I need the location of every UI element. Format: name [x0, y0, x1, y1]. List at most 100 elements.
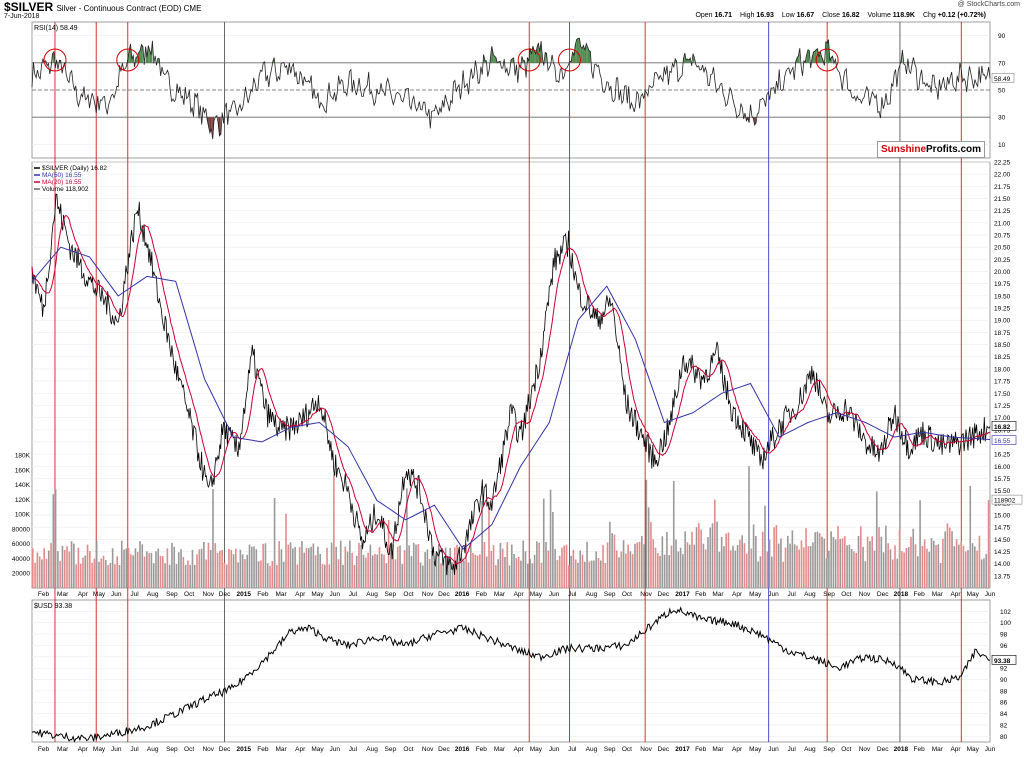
volume-bar: [741, 535, 743, 588]
volume-bar: [219, 550, 221, 588]
x-tick-label: Aug: [147, 591, 159, 598]
volume-bar: [659, 555, 661, 588]
volume-bar: [481, 500, 483, 588]
volume-bar: [333, 474, 335, 588]
x-tick-label-bottom: Oct: [841, 746, 851, 753]
volume-bar: [73, 543, 75, 588]
x-tick-label: Apr: [78, 591, 89, 598]
x-tick-label: Mar: [275, 591, 287, 598]
x-tick-label-bottom: Aug: [586, 746, 598, 753]
volume-bar: [782, 561, 785, 588]
volume-bar: [677, 551, 680, 588]
volume-bar: [57, 551, 59, 588]
volume-bar: [917, 556, 919, 588]
volume-bar: [339, 540, 342, 588]
volume-bar: [570, 555, 572, 588]
rsi-overbought-fill: [538, 42, 540, 63]
x-tick-label-bottom: Jun: [329, 746, 340, 753]
rsi-overbought-fill: [813, 51, 815, 63]
volume-bar: [305, 548, 308, 588]
volume-bar: [125, 548, 128, 588]
high-label: High: [740, 12, 755, 19]
volume-bar: [93, 558, 96, 588]
volume-bar: [34, 562, 36, 588]
price-tick-label: 16.25: [994, 452, 1011, 459]
volume-bar: [168, 564, 171, 588]
volume-bar: [282, 561, 285, 588]
volume-bar: [650, 521, 652, 588]
volume-tick-label: 20000: [12, 571, 30, 578]
x-tick-label: Apr: [295, 591, 306, 598]
volume-bar: [132, 555, 134, 588]
price-tick-label: 18.25: [994, 354, 1011, 361]
volume-bar: [358, 542, 360, 588]
x-tick-label: Jun: [329, 591, 340, 598]
volume-bar: [38, 556, 41, 588]
volume-bar: [672, 480, 675, 588]
volume-bar: [419, 562, 422, 588]
volume-bar: [335, 546, 337, 588]
usd-last-value: 93.38: [994, 658, 1011, 665]
volume-bar: [586, 541, 588, 588]
volume-bar: [960, 541, 962, 588]
x-tick-label: Apr: [732, 591, 743, 598]
x-tick-label: 2017: [675, 591, 690, 598]
volume-bar: [506, 542, 509, 588]
volume-bar: [914, 544, 917, 588]
x-tick-label-bottom: Sep: [604, 746, 616, 753]
volume-bar: [198, 549, 201, 588]
volume-bar: [606, 542, 609, 588]
x-tick-label: Oct: [403, 591, 413, 598]
volume-bar: [615, 550, 618, 588]
volume-bar: [490, 550, 493, 588]
volume-bar: [285, 513, 287, 588]
volume-bar: [253, 546, 255, 588]
x-tick-label-bottom: Jul: [788, 746, 797, 753]
volume-bar: [271, 561, 274, 588]
volume-bar: [846, 545, 848, 588]
volume-bar: [66, 546, 68, 588]
volume-bar: [757, 561, 759, 588]
volume-bar: [549, 489, 552, 588]
volume-bar: [812, 542, 814, 588]
volume-bar: [743, 543, 746, 588]
volume-bar: [848, 544, 851, 588]
price-tick-label: 20.00: [994, 269, 1011, 276]
volume-bar: [79, 563, 82, 588]
volume-bar: [693, 544, 696, 588]
volume-bar: [289, 542, 292, 588]
volume-bar: [561, 547, 563, 588]
x-tick-label: Feb: [914, 591, 926, 598]
x-tick-label-bottom: Apr: [295, 746, 306, 753]
volume-bar: [734, 550, 737, 588]
volume-bar: [32, 548, 34, 588]
price-tick-label: 16.00: [994, 464, 1011, 471]
volume-bar: [666, 532, 668, 588]
usd-panel-frame: [31, 599, 991, 743]
rsi-overbought-fill: [797, 55, 799, 63]
volume-tick-label: 140K: [15, 482, 31, 489]
volume-bar: [89, 551, 91, 588]
price-tick-label: 17.50: [994, 391, 1011, 398]
rsi-highlight-circle: [43, 48, 67, 72]
volume-bar: [401, 564, 404, 588]
price-tick-label: 21.25: [994, 208, 1011, 215]
volume-bar: [912, 528, 915, 588]
rsi-overbought-fill: [693, 53, 695, 63]
volume-bar: [294, 546, 296, 588]
volume-bar: [410, 556, 413, 588]
x-tick-label: Dec: [877, 591, 889, 598]
x-tick-label-bottom: 2015: [236, 746, 251, 753]
price-tick-label: 18.00: [994, 366, 1011, 373]
usd-tick-label: 102: [1000, 609, 1011, 616]
volume-bar: [901, 551, 903, 588]
volume-bar: [816, 531, 819, 588]
x-tick-label-bottom: May: [530, 746, 543, 753]
volume-bar: [636, 542, 639, 588]
volume-bar: [95, 540, 98, 588]
rsi-overbought-fill: [129, 43, 131, 63]
volume-bar: [449, 547, 452, 588]
rsi-overbought-fill: [589, 50, 591, 63]
volume-bar: [396, 546, 399, 588]
volume-bar: [889, 549, 892, 588]
